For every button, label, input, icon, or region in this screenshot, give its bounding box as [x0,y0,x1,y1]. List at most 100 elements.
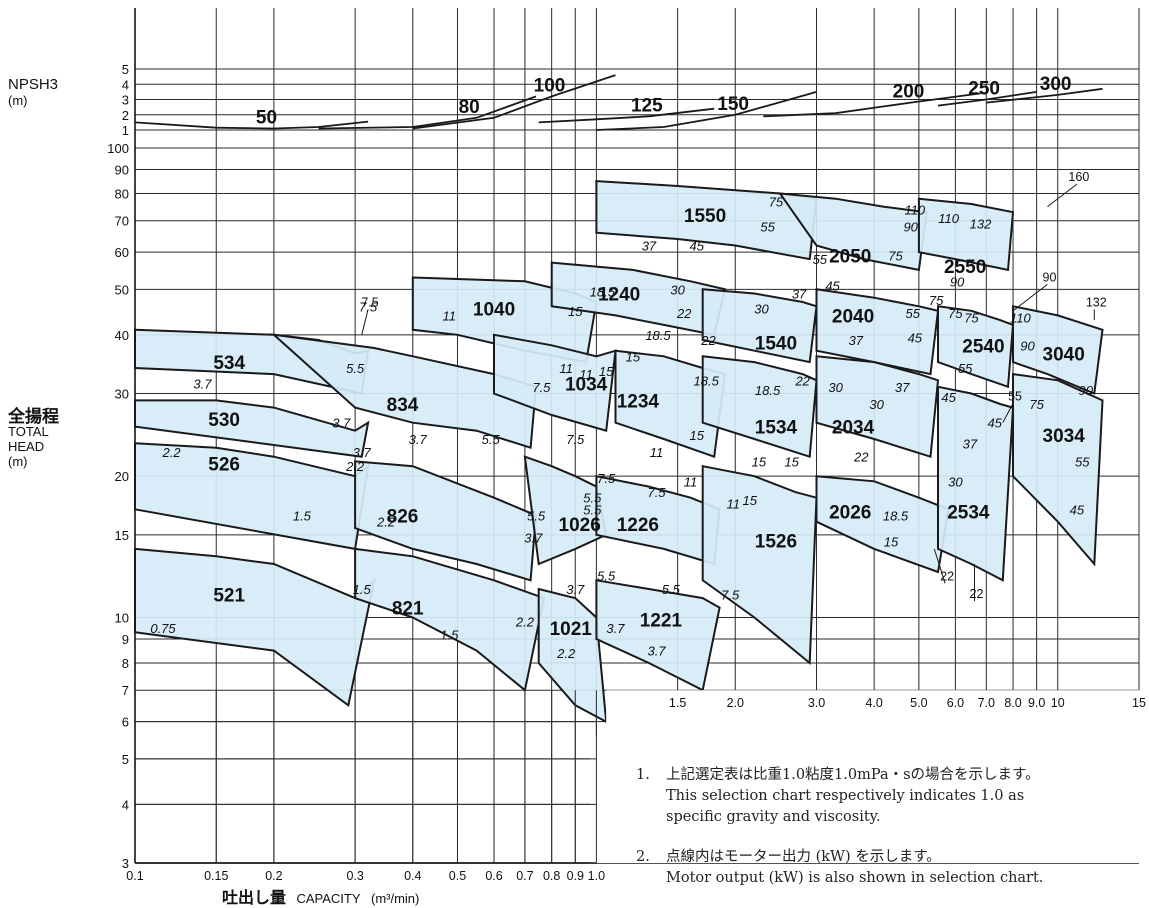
npsh-tick-label: 4 [122,77,129,92]
callout-label: 132 [1086,295,1107,309]
motor-output-label: 2.2 [376,515,396,530]
y-tick-label: 60 [115,245,129,260]
motor-output-label: 3.7 [193,377,212,392]
motor-output-label: 1.5 [293,508,312,523]
motor-output-label: 11 [727,496,741,511]
region-label-1226: 1226 [617,515,659,536]
callout-label: 7.5 [361,295,378,309]
motor-output-label: 18.5 [590,284,616,299]
x-tick-label: 3.0 [808,696,825,710]
region-label-1550: 1550 [684,206,726,227]
x-tick-label: 0.9 [567,869,584,883]
motor-output-label: 15 [689,428,704,443]
motor-output-label: 15 [784,454,799,469]
x-tick-label: 0.7 [516,869,533,883]
motor-output-label: 30 [869,397,884,412]
motor-output-label: 3.7 [353,445,372,460]
x-tick-label: 8.0 [1004,696,1021,710]
motor-output-label: 55 [813,252,828,267]
motor-output-label: 90 [903,220,918,235]
motor-output-label: 45 [825,278,840,293]
motor-output-label: 37 [792,286,807,301]
x-tick-label: 1.5 [669,696,686,710]
region-label-1540: 1540 [755,334,797,355]
callout-label: 22 [940,569,954,583]
callout-label: 90 [1043,270,1057,284]
note-2-line-2: Motor output (kW) is also shown in selec… [666,870,1044,886]
region-label-2550: 2550 [944,257,986,278]
x-axis-label-en: CAPACITY [296,891,361,906]
y-tick-label: 80 [115,186,129,201]
y-tick-label: 50 [115,282,129,297]
npsh-curve-300 [986,87,1103,104]
motor-output-label: 15 [743,493,758,508]
x-tick-label: 0.5 [449,869,466,883]
motor-output-label: 30 [828,380,843,395]
motor-output-label: 45 [987,416,1002,431]
region-label-821: 821 [392,599,424,620]
motor-output-label: 75 [1029,397,1044,412]
region-3040 [1012,305,1104,395]
motor-output-label: 30 [754,302,769,317]
motor-output-label: 15 [599,364,614,379]
y-tick-label: 8 [122,656,129,671]
x-tick-label: 1.0 [588,869,605,883]
npsh-tick-label: 5 [122,62,129,77]
motor-output-label: 55 [1075,454,1090,469]
region-label-3034: 3034 [1043,426,1086,447]
motor-output-label: 11 [650,445,664,460]
npsh-curve-label: 150 [717,94,749,115]
region-3034 [1012,372,1104,567]
npsh-curve-80 [318,95,537,130]
region-label-1234: 1234 [617,391,660,412]
motor-output-label: 18.5 [883,508,909,523]
motor-output-label: 45 [908,330,923,345]
motor-output-label: 75 [948,306,963,321]
region-label-2050: 2050 [829,247,871,268]
callout-label: 22 [970,587,984,601]
y-tick-label: 20 [115,469,129,484]
motor-output-label: 5.5 [527,508,546,523]
x-axis-label: 吐出し量 CAPACITY (m³/min) [222,884,419,908]
y-axis-label-en-2: HEAD [8,439,45,454]
motor-output-label: 5.5 [662,582,681,597]
y-tick-label: 7 [122,683,129,698]
motor-output-label: 45 [689,238,704,253]
motor-output-label: 30 [948,474,963,489]
motor-output-label: 18.5 [694,373,720,388]
y-tick-label: 6 [122,715,129,730]
motor-output-label: 0.75 [150,621,176,636]
npsh-axis-unit: (m) [8,93,28,108]
note-1-number: 1. [636,767,650,783]
motor-output-label: 3.7 [647,644,666,659]
region-2534 [937,385,1015,582]
motor-output-label: 18.5 [645,328,671,343]
motor-output-label: 55 [958,361,973,376]
motor-output-label: 5.5 [346,361,365,376]
region-2550 [917,197,1015,272]
npsh-curve-50 [134,120,369,130]
motor-output-label: 37 [849,333,864,348]
motor-output-label: 110 [938,211,959,226]
x-tick-label: 4.0 [865,696,882,710]
motor-output-label: 22 [794,373,810,388]
callout-leader [933,548,946,584]
region-label-2540: 2540 [962,336,1004,357]
motor-output-label: 90 [1020,338,1035,353]
motor-output-label: 45 [1070,502,1085,517]
region-label-1034: 1034 [565,375,608,396]
motor-output-label: 1.5 [440,628,459,643]
region-label-1240: 1240 [598,284,640,305]
npsh-tick-label: 2 [122,108,129,123]
motor-output-label: 75 [769,194,784,209]
npsh-curve-250 [937,91,1037,107]
motor-output-label: 37 [963,436,978,451]
motor-output-label: 15 [626,349,641,364]
motor-output-label: 55 [906,306,921,321]
y-axis-label-unit: (m) [8,454,28,469]
x-axis-label-unit: (m³/min) [370,891,420,906]
motor-output-label: 30 [670,282,685,297]
x-tick-label: 2.0 [727,696,744,710]
